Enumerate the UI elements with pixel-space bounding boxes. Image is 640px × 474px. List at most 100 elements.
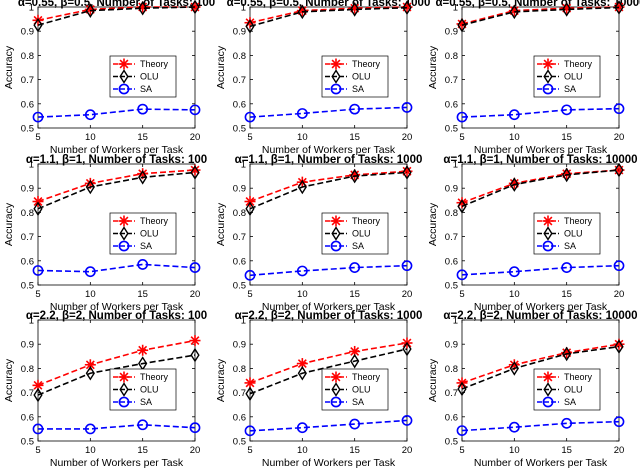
x-axis-label: Number of Workers per Task [50,457,184,469]
plot-frame [249,6,408,129]
point-sa-1 [32,111,44,123]
y-tick-label: 0.7 [233,388,246,399]
y-tick-label: 1 [453,316,458,327]
y-tick-label: 0.7 [21,232,34,243]
x-tick-label: 15 [349,132,360,143]
y-tick-label: 1 [453,3,458,14]
series-line-sa [38,423,196,430]
x-tick-label: 10 [85,289,96,300]
x-axis-label: Number of Workers per Task [474,457,608,469]
panel-7: 0.50.60.70.80.915 10 15 20α=2.2, β=2, Numbe… [3,310,207,469]
y-axis-label: Accuracy [215,45,227,89]
series-line-theory [249,6,408,24]
legend-label-olu: OLU [140,229,159,239]
legend-marker-theory [118,371,130,383]
legend-label-sa: SA [352,397,364,407]
series-line-olu [461,169,620,208]
x-tick-label: 5 [35,132,40,143]
y-axis-label: Accuracy [215,202,227,246]
legend-label-olu: OLU [352,72,371,82]
y-tick-label: 0.7 [233,232,246,243]
legend-label-olu: OLU [352,229,371,239]
panel-title: α=1.1, β=1, Number of Tasks: 10000 [443,154,637,166]
point-sa-2 [508,421,520,433]
point-sa-1 [32,265,44,276]
plot-frame [461,163,620,286]
y-tick-label: 0.6 [445,99,458,110]
y-tick-label: 0.7 [445,75,458,86]
y-tick-label: 0.5 [233,281,246,292]
point-sa-3 [561,262,573,273]
x-tick-label: 10 [297,132,308,143]
point-theory-4-stroke [190,165,200,175]
legend-marker-olu [543,69,553,84]
point-olu-2 [509,361,519,376]
y-tick-label: 0.9 [21,340,34,351]
x-tick-label: 10 [85,445,96,456]
legend-label-sa: SA [140,84,152,94]
series-line-sa [461,264,620,276]
panel-title: α=2.2, β=2, Number of Tasks: 1000 [235,310,423,322]
legend-label-sa: SA [352,84,364,94]
point-sa-2 [508,109,520,121]
point-olu-2 [85,3,95,18]
y-tick-label: 0.6 [233,412,246,423]
point-olu-2 [297,179,307,195]
legend-label-olu: OLU [140,385,159,395]
point-theory-3-stroke [350,347,360,356]
point-olu-1 [457,381,467,397]
y-tick-label: 1 [241,316,246,327]
series-line-sa [249,106,408,118]
point-theory-2-stroke [85,360,95,370]
legend-marker-sa [542,83,554,95]
x-tick-label: 15 [137,445,148,456]
series-line-theory [461,169,620,204]
point-sa-1 [456,111,468,123]
point-olu-1 [245,201,255,217]
x-tick-label: 5 [35,445,40,456]
y-tick-label: 0.7 [445,388,458,399]
series-line-olu [37,6,196,26]
series-line-olu [249,171,408,210]
legend-marker-olu [331,69,341,84]
point-olu-3 [350,168,360,184]
point-olu-4 [402,341,412,357]
point-theory-4 [189,335,201,347]
legend-box [109,212,177,255]
point-olu-2 [85,365,95,381]
series-line-olu [37,171,196,210]
legend-marker-sa [118,240,130,252]
legend: Theory OLU SA [321,212,389,255]
y-tick-label: 0.7 [21,388,34,399]
legend-marker-sa [118,396,130,408]
y-tick-label: 1 [29,3,34,14]
y-tick-label: 0.5 [445,124,458,135]
y-tick-label: 0.8 [21,208,34,219]
legend-marker-theory-stroke [331,216,341,226]
legend-marker-theory [118,58,130,70]
legend-label-sa: SA [564,397,576,407]
panel-2: 0.50.60.70.80.915 10 15 20α=0.55, β=0.5, Nu… [215,0,430,156]
x-tick-label: 15 [137,132,148,143]
plot-frame [249,163,408,286]
x-tick-label: 20 [190,132,201,143]
series-line-olu [249,6,408,28]
x-axis-label: Number of Workers per Task [50,144,184,156]
point-sa-3 [561,104,573,116]
point-sa-3 [349,418,361,430]
legend-label-theory: Theory [564,372,593,382]
panel-5: 0.50.60.70.80.915 10 15 20α=1.1, β=1, Numbe… [215,154,422,313]
panel-title: α=0.55, β=0.5, Number of Tasks: 100 [18,0,215,9]
y-tick-label: 0.8 [445,51,458,62]
legend: Theory OLU SA [109,212,177,255]
y-tick-label: 1 [453,160,458,171]
legend-marker-olu [119,226,129,241]
y-tick-label: 1 [29,160,34,171]
point-theory-1-stroke [245,378,255,388]
point-olu-1 [457,199,467,214]
legend: Theory OLU SA [533,212,601,255]
legend-label-sa: SA [564,84,576,94]
y-tick-label: 0.5 [445,281,458,292]
legend-label-theory: Theory [564,59,593,69]
